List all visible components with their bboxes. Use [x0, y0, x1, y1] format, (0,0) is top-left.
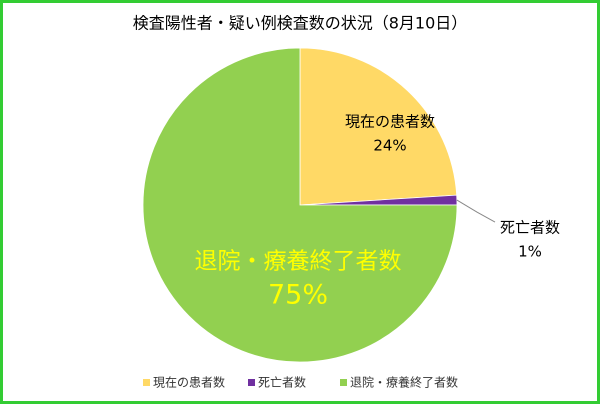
data-label-value: 1%	[518, 243, 542, 261]
legend-swatch	[340, 379, 347, 386]
legend-swatch	[248, 379, 255, 386]
legend-label: 退院・療養終了者数	[350, 375, 458, 390]
legend-label: 現在の患者数	[153, 375, 225, 390]
pie-slice	[299, 47, 458, 206]
data-label-name: 退院・療養終了者数	[195, 249, 402, 275]
data-label-value: 75%	[268, 280, 328, 311]
leader-line	[456, 199, 496, 223]
legend-label: 死亡者数	[258, 375, 306, 390]
legend-swatch	[143, 379, 150, 386]
data-label-value: 24%	[373, 137, 406, 155]
chart-title: 検査陽性者・疑い例検査数の状況（8月10日）	[133, 14, 468, 33]
data-label-name: 現在の患者数	[345, 113, 435, 131]
pie-slice	[142, 47, 458, 363]
data-label-name: 死亡者数	[500, 219, 560, 237]
